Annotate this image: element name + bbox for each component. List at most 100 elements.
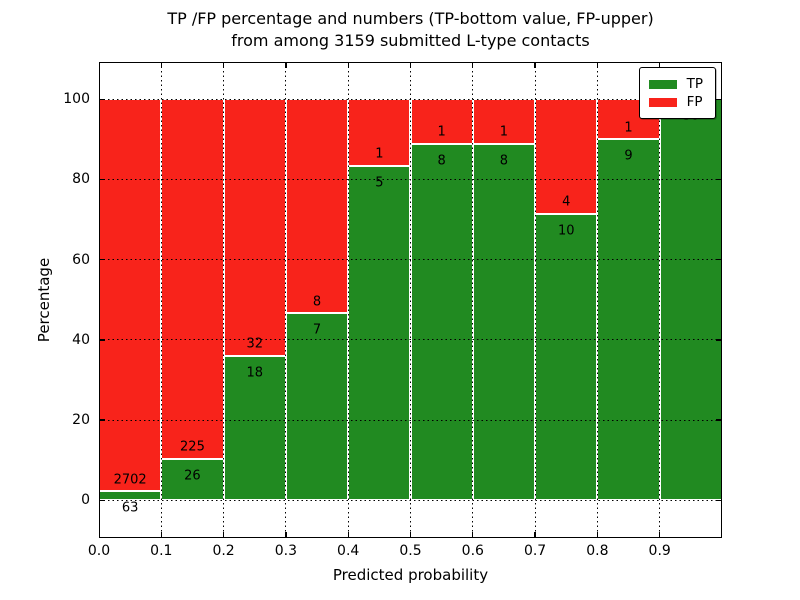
tp-count-label: 63	[121, 500, 139, 516]
x-tick-mark	[160, 532, 162, 538]
x-tick-label: 0.3	[274, 543, 298, 559]
legend-swatch-fp-icon	[648, 97, 677, 107]
y-tick-mark	[99, 178, 105, 181]
y-tick-label: 20	[72, 412, 90, 429]
x-tick-mark	[347, 532, 349, 538]
fp-count-label: 8	[312, 294, 322, 310]
tp-count-label: 18	[246, 365, 264, 381]
legend: TP FP	[638, 67, 716, 119]
fp-count-label: 4	[562, 194, 571, 210]
x-tick-label: 0.9	[648, 543, 671, 559]
tp-count-label: 8	[499, 153, 509, 169]
x-tick-mark	[347, 62, 349, 68]
fp-count-label: 1	[499, 124, 509, 140]
fp-count-label: 1	[437, 124, 446, 140]
x-tick-mark	[222, 532, 225, 538]
y-tick-mark	[99, 419, 105, 421]
fp-count-label: 32	[246, 336, 264, 352]
x-axis-label: Predicted probability	[332, 566, 489, 584]
legend-swatch-tp-icon	[648, 79, 677, 89]
vertical-gridline	[223, 62, 225, 538]
horizontal-gridline	[99, 419, 722, 421]
bar-segment-tp	[161, 458, 224, 501]
x-tick-mark	[222, 62, 225, 68]
bar-segment-fp	[161, 99, 224, 459]
vertical-gridline	[659, 62, 661, 538]
y-tick-mark	[716, 98, 722, 100]
vertical-gridline	[472, 62, 474, 538]
x-tick-mark	[596, 532, 599, 538]
y-tick-mark	[99, 258, 105, 261]
legend-item-fp: FP	[648, 94, 703, 110]
bar-segment-tp	[535, 213, 598, 501]
x-tick-label: 0.5	[399, 543, 422, 559]
y-axis-label: Percentage	[35, 257, 53, 343]
x-tick-label: 0.6	[461, 543, 484, 559]
bar-segment-fp	[410, 99, 473, 144]
chart-title: TP /FP percentage and numbers (TP-bottom…	[99, 8, 722, 52]
x-tick-mark	[534, 62, 536, 68]
bar-segment-fp	[99, 99, 162, 492]
horizontal-gridline	[99, 339, 722, 341]
tp-count-label: 8	[437, 153, 446, 169]
y-tick-mark	[99, 98, 105, 100]
y-tick-mark	[716, 339, 722, 341]
y-tick-mark	[99, 499, 105, 501]
bar-segment-fp	[535, 99, 598, 214]
x-tick-label: 0.4	[337, 543, 360, 559]
fp-count-label: 225	[180, 439, 205, 455]
y-tick-label: 80	[72, 171, 90, 188]
legend-label-fp: FP	[686, 94, 703, 110]
tp-count-label: 10	[557, 223, 575, 239]
tp-count-label: 26	[184, 468, 201, 484]
bar-segment-tp	[223, 355, 286, 501]
x-tick-mark	[285, 532, 287, 538]
plot-area: 632702262251832785181811049130 TP FP	[99, 62, 722, 538]
x-tick-mark	[659, 62, 661, 68]
legend-label-tp: TP	[686, 76, 703, 92]
bar-segment-fp	[223, 99, 286, 356]
tp-count-label: 5	[375, 175, 384, 191]
x-tick-label: 0.7	[523, 543, 547, 559]
vertical-gridline	[285, 62, 287, 538]
legend-item-tp: TP	[648, 76, 703, 92]
vertical-gridline	[347, 62, 349, 538]
horizontal-gridline	[99, 178, 722, 180]
bar-segment-fp	[285, 99, 349, 314]
x-tick-mark	[409, 532, 412, 538]
x-tick-mark	[472, 62, 474, 68]
x-tick-label: 0.1	[150, 543, 173, 559]
vertical-gridline	[160, 62, 162, 538]
y-tick-mark	[99, 339, 105, 341]
y-tick-mark	[716, 258, 722, 261]
x-tick-mark	[596, 62, 599, 68]
y-tick-mark	[716, 178, 722, 181]
vertical-gridline	[534, 62, 536, 538]
fp-count-label: 2702	[113, 472, 147, 488]
horizontal-gridline	[99, 98, 722, 100]
fp-count-label: 1	[375, 146, 384, 162]
horizontal-gridline	[99, 259, 722, 261]
y-tick-label: 0	[81, 492, 90, 509]
x-tick-mark	[160, 62, 162, 68]
x-tick-mark	[534, 532, 536, 538]
horizontal-gridline	[99, 499, 722, 501]
bar-segment-tp	[597, 139, 660, 501]
tp-count-label: 7	[312, 322, 322, 338]
y-tick-label: 60	[72, 251, 90, 268]
fp-count-label: 1	[624, 120, 633, 136]
y-tick-label: 100	[63, 91, 90, 108]
bar-segment-tp	[348, 166, 411, 501]
x-tick-mark	[409, 62, 412, 68]
vertical-gridline	[410, 62, 411, 538]
vertical-gridline	[596, 62, 598, 538]
x-tick-mark	[285, 62, 287, 68]
x-tick-label: 0.8	[586, 543, 609, 559]
x-tick-label: 0.0	[87, 543, 111, 559]
x-tick-label: 0.2	[212, 543, 235, 559]
bar-segment-tp	[472, 143, 536, 501]
chart-title-line2: from among 3159 submitted L-type contact…	[231, 31, 590, 50]
bar-segment-tp	[659, 99, 722, 501]
y-tick-label: 40	[72, 331, 90, 348]
